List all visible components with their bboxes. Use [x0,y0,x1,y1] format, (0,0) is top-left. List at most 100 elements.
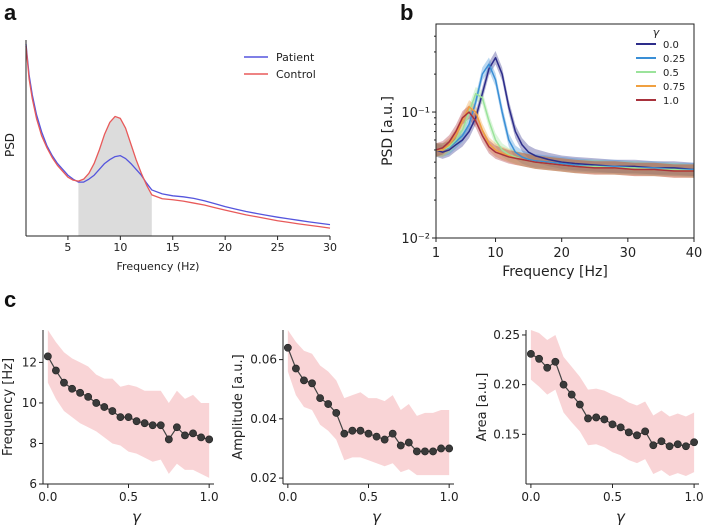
data-point [535,354,543,363]
data-point [624,428,633,437]
data-point [116,413,125,422]
legend-label-patient: Patient [276,51,315,64]
x-tick-label: 30 [620,246,637,261]
y-tick-label: 0.20 [493,378,520,392]
legend-label-gamma-0.5: 0.5 [663,68,679,79]
y-axis-label: PSD [3,133,17,157]
data-point [100,403,109,411]
x-axis-label: Frequency (Hz) [117,260,200,273]
alpha-band-shade [78,116,152,236]
data-point [690,438,698,447]
data-point [283,343,292,352]
data-point [445,444,454,453]
y-tick-label: 0.25 [493,328,520,342]
data-point [52,366,60,375]
data-point [421,447,429,456]
data-point [682,442,690,451]
y-tick-label: 10⁻² [401,232,430,247]
data-point [412,447,421,456]
data-point [429,447,437,456]
data-point [673,440,682,449]
data-point [60,378,68,387]
data-point [308,379,316,388]
y-tick-label: 0.15 [493,427,520,441]
data-point [84,392,93,401]
y-axis-label: PSD [a.u.] [380,96,396,166]
plot-frame-b [435,23,695,239]
series-line-gamma-1.0 [436,111,694,172]
data-point [292,364,300,373]
series-line-patient [25,43,331,226]
data-point [641,427,650,436]
x-tick-label: 20 [218,241,232,254]
data-point [657,437,666,446]
data-point [124,413,133,422]
legend-label-gamma-0.25: 0.25 [663,54,685,65]
data-point [567,390,576,399]
data-point [592,413,601,422]
data-point [608,420,617,429]
series-line-gamma-0.25 [436,63,694,171]
y-axis-label: Area [a.u.] [475,373,490,442]
x-tick-label: 0.5 [119,490,138,504]
x-tick-label: 25 [271,241,285,254]
data-point [380,435,389,444]
x-axis-label: γ [132,508,142,526]
chart-b-psd-gamma: 1 10 20 30 40 10⁻¹ 10⁻² Frequency [Hz] PSD [a.u.… [380,23,703,280]
legend-label-control: Control [276,68,316,81]
plot-area-b [436,51,694,178]
x-axis-label: γ [616,508,626,526]
y-tick-label: 0.02 [250,471,277,485]
y-tick-label: 0.04 [250,412,277,426]
x-tick-label: 20 [553,246,570,261]
x-tick-label: 1.0 [685,490,704,504]
x-tick-label: 30 [323,241,337,254]
data-point [665,442,674,451]
data-point [76,388,84,397]
data-point [649,441,658,450]
x-tick-label: 0.0 [38,490,57,504]
data-point [388,429,397,438]
y-axis-label: Amplitude [a.u.] [231,354,246,459]
data-point [68,384,76,393]
x-tick-label: 0.5 [603,490,622,504]
variability-band [530,330,695,477]
chart-c-amplitude: 0.0 0.5 1.0 0.02 0.04 0.06 γ Amplitude [a.u.] [231,330,459,526]
y-tick-label: 10⁻¹ [401,106,430,121]
panel-letter-a: a [4,0,17,25]
y-tick-label: 12 [22,355,37,369]
data-point [316,394,324,403]
x-tick-label: 10 [487,246,504,261]
data-point [551,357,560,366]
band-gamma-0.25 [436,57,694,177]
y-axis-label: Frequency [Hz] [1,358,16,456]
x-tick-label: 0.5 [359,490,378,504]
data-point [340,429,349,438]
data-point [43,352,52,361]
x-tick-label: 0.0 [278,490,297,504]
data-point [437,444,445,453]
variability-band [47,330,210,478]
chart-c-area: 0.0 0.5 1.0 0.15 0.20 0.25 γ Area [a.u.] [475,328,704,526]
data-point [616,423,625,432]
x-tick-label: 10 [113,241,127,254]
data-point [172,423,181,432]
data-point [189,429,197,438]
data-point [181,431,189,440]
data-point [197,433,205,442]
x-tick-label: 5 [64,241,71,254]
x-axis-label: γ [372,508,382,526]
x-tick-label: 40 [686,246,703,261]
data-point [372,432,381,441]
data-point [148,421,157,430]
band-gamma-0.75 [436,100,694,178]
panel-letter-c: c [4,287,16,312]
data-point [364,429,373,438]
data-point [300,376,308,385]
data-point [108,407,117,415]
data-point [324,400,333,408]
y-tick-label: 0.06 [250,353,277,367]
data-point [356,426,365,435]
legend-title-gamma: γ [653,26,660,39]
